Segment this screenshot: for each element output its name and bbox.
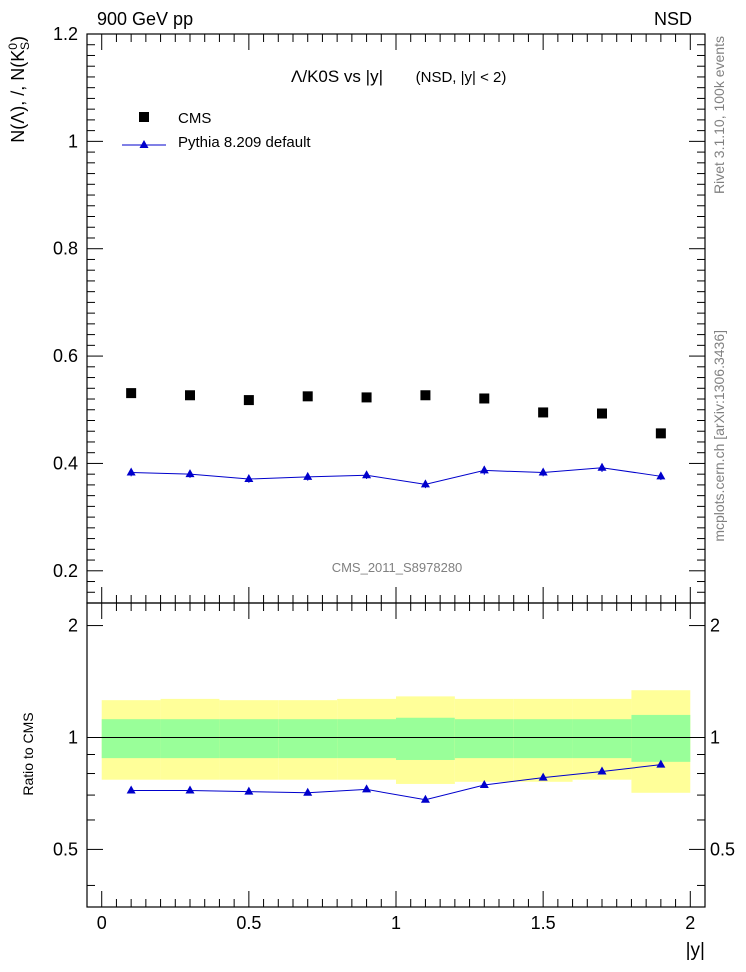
pythia-data-point <box>303 471 313 480</box>
pythia-data-point <box>656 471 666 480</box>
cms-data-point <box>655 428 666 439</box>
ratio-xlabel: |y| <box>686 940 705 961</box>
pythia-data-point <box>244 474 254 483</box>
cms-data-point <box>243 395 254 406</box>
pythia-data-point <box>597 462 607 471</box>
main-ylabel: N(Λ), /, N(K0S) <box>6 36 32 143</box>
ratio-ytick-label: 2 <box>68 616 78 636</box>
main-subtitle: (NSD, |y| < 2) <box>416 69 507 86</box>
ratio-stat-band <box>396 717 455 760</box>
main-ylabel-close: ) <box>8 36 28 42</box>
pythia-data-point <box>126 467 136 476</box>
main-ytick-label: 0.6 <box>53 346 78 366</box>
ratio-pythia-point <box>244 786 254 795</box>
main-plot-area: 0.2 0.4 0.6 0.8 1 1.2 <box>53 24 706 604</box>
ratio-plot-area: 0 0.5 1 1.5 2 0.5 0.5 1 1 2 2 <box>53 602 735 933</box>
cms-data-point <box>361 392 372 403</box>
main-ytick-label: 0.4 <box>53 453 78 473</box>
ratio-xtick-label: 0 <box>97 913 107 933</box>
ratio-pythia-point <box>362 784 372 793</box>
ratio-stat-band <box>513 719 573 759</box>
ratio-pythia-point <box>420 794 430 803</box>
ratio-ytick-label: 1 <box>68 727 78 747</box>
header-left: 900 GeV pp <box>97 9 193 29</box>
main-title: Λ/K0S vs |y| <box>291 67 383 86</box>
ratio-pythia-point <box>479 780 489 789</box>
ratio-ytick-label-right: 0.5 <box>710 839 735 859</box>
pythia-data-point <box>185 469 195 478</box>
ratio-stat-band <box>631 714 691 762</box>
main-ylabel-sup: 0 <box>6 43 20 50</box>
ratio-stat-band <box>160 719 220 759</box>
main-ylabel-sub: S <box>18 42 32 50</box>
legend-cms-marker <box>139 112 149 122</box>
ratio-pythia-point <box>597 766 607 775</box>
ratio-xtick-label: 1.5 <box>531 913 556 933</box>
ratio-ytick-label: 0.5 <box>53 839 78 859</box>
mcplots-label: mcplots.cern.ch [arXiv:1306.3436] <box>711 330 727 542</box>
ratio-stat-band <box>101 719 161 759</box>
legend-pythia-label: Pythia 8.209 default <box>178 134 311 151</box>
ratio-pythia-line <box>131 764 661 801</box>
ratio-stat-band <box>572 719 632 759</box>
ratio-pythia-point <box>126 785 136 794</box>
analysis-watermark: CMS_2011_S8978280 <box>332 560 463 575</box>
main-ytick-label: 1.2 <box>53 24 78 44</box>
ratio-ylabel: Ratio to CMS <box>20 712 36 795</box>
ratio-stat-band <box>454 719 514 759</box>
cms-data-point <box>126 388 137 399</box>
ratio-stat-band <box>278 719 338 759</box>
cms-data-point <box>185 390 195 401</box>
ratio-pythia-point <box>185 785 195 794</box>
pythia-data-point <box>362 470 372 479</box>
legend-pythia-marker <box>139 140 149 148</box>
ratio-stat-band <box>337 719 396 759</box>
cms-data-point <box>420 390 431 401</box>
header-right: NSD <box>654 9 692 29</box>
ratio-xtick-label: 2 <box>685 913 695 933</box>
main-ytick-label: 0.8 <box>53 239 78 259</box>
ratio-ytick-label-right: 1 <box>710 727 720 747</box>
ratio-xtick-label: 1 <box>391 913 401 933</box>
pythia-data-point <box>538 467 548 476</box>
cms-data-point <box>538 407 549 418</box>
ratio-pythia-point <box>656 759 666 768</box>
ratio-pythia-point <box>303 787 313 796</box>
ratio-pythia-point <box>538 772 548 781</box>
ratio-ytick-label-right: 2 <box>710 616 720 636</box>
cms-data-point <box>302 391 313 402</box>
pythia-data-point <box>420 479 430 488</box>
pythia-line <box>131 467 661 485</box>
pythia-data-point <box>479 465 489 474</box>
ratio-stat-band <box>219 719 279 759</box>
ratio-xtick-label: 0.5 <box>236 913 261 933</box>
main-ytick-label: 1 <box>68 131 78 151</box>
cms-data-point <box>479 393 490 404</box>
cms-data-point <box>597 408 607 419</box>
legend-cms-label: CMS <box>178 110 211 127</box>
main-ytick-label: 0.2 <box>53 561 78 581</box>
rivet-label: Rivet 3.1.10, 100k events <box>711 36 727 194</box>
